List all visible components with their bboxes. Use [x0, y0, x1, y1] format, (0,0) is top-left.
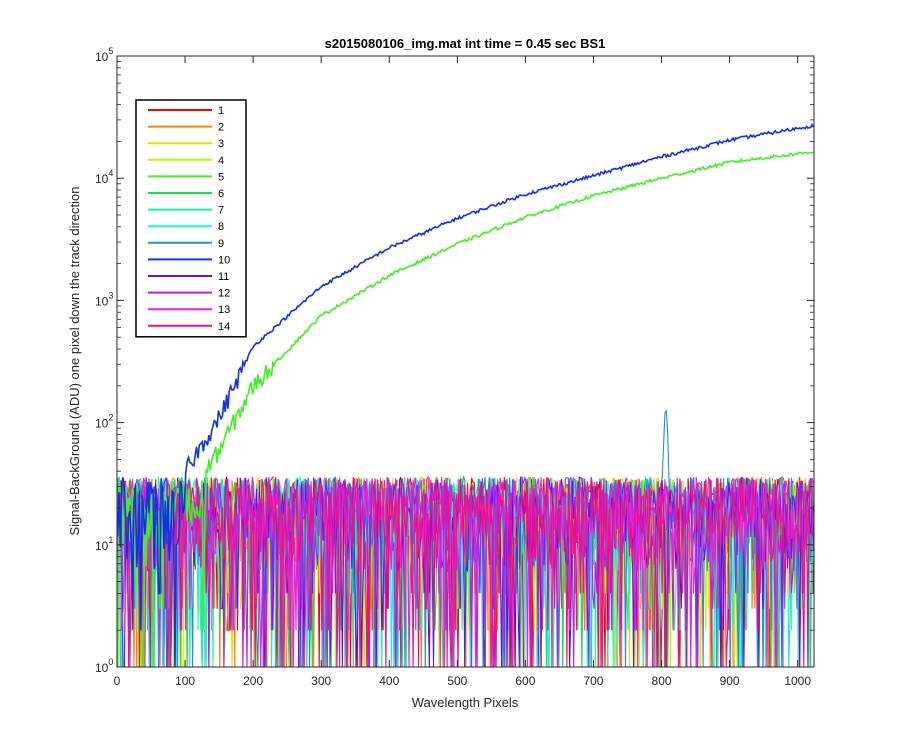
legend-label-1: 1 [218, 105, 224, 117]
legend-box [135, 99, 247, 338]
legend-label-13: 13 [218, 304, 230, 316]
y-tick-label: 101 [95, 535, 113, 553]
x-tick-label: 100 [175, 674, 195, 688]
x-tick-label: 0 [114, 674, 121, 688]
legend-label-3: 3 [218, 138, 224, 150]
x-axis-title: Wavelength Pixels [412, 695, 519, 710]
x-tick-label: 1000 [784, 674, 811, 688]
legend-label-7: 7 [218, 205, 224, 217]
legend-label-4: 4 [218, 155, 224, 167]
x-tick-label: 400 [379, 674, 399, 688]
x-tick-label: 600 [515, 674, 535, 688]
chart-title: s2015080106_img.mat int time = 0.45 sec … [325, 36, 606, 51]
y-tick-label: 103 [95, 290, 113, 308]
series-layer [117, 122, 814, 667]
legend-label-5: 5 [218, 171, 224, 183]
legend-label-9: 9 [218, 238, 224, 250]
y-tick-label: 102 [95, 413, 113, 431]
y-axis-title: Signal-BackGround (ADU) one pixel down t… [67, 186, 82, 535]
legend-label-14: 14 [218, 321, 230, 333]
legend-label-2: 2 [218, 122, 224, 134]
legend-label-8: 8 [218, 221, 224, 233]
x-tick-label: 200 [243, 674, 263, 688]
series-10-line [117, 122, 814, 667]
legend-label-6: 6 [218, 188, 224, 200]
legend-label-12: 12 [218, 288, 230, 300]
x-tick-label: 300 [311, 674, 331, 688]
series-14-line [117, 476, 814, 667]
x-tick-label: 700 [583, 674, 603, 688]
axes: 0 100 200 300 400 500 600 700 800 900 100010010110… [95, 46, 815, 688]
legend-label-10: 10 [218, 254, 230, 266]
x-tick-label: 900 [720, 674, 740, 688]
plot-frame [116, 55, 815, 668]
legend-label-11: 11 [218, 271, 229, 283]
y-tick-label: 104 [95, 168, 113, 186]
x-tick-label: 500 [447, 674, 467, 688]
x-tick-label: 800 [652, 674, 672, 688]
series-5-line [117, 151, 814, 667]
y-tick-label: 100 [95, 657, 113, 675]
y-tick-label: 105 [95, 46, 113, 64]
